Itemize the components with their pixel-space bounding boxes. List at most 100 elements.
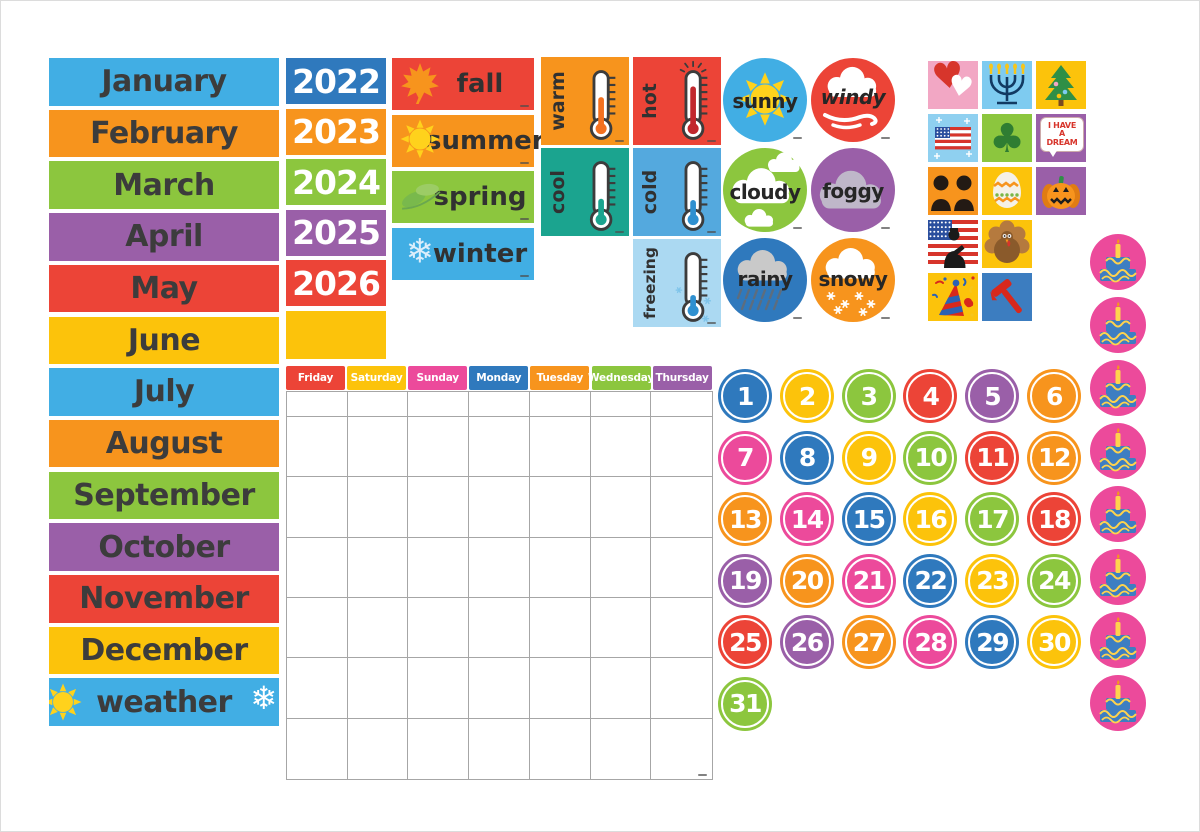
calendar-cell bbox=[347, 417, 409, 478]
weather-label: weather bbox=[96, 684, 232, 720]
halloween-pumpkin-icon bbox=[1042, 176, 1080, 209]
temperature-label-text: cold bbox=[639, 169, 661, 215]
thermometer-icon bbox=[589, 70, 616, 140]
date-number-16: 16 bbox=[903, 492, 958, 546]
year-strip-2023: 2023 bbox=[286, 108, 386, 155]
date-number-20: 20 bbox=[779, 553, 834, 608]
svg-text:♣: ♣ bbox=[989, 116, 1025, 162]
veterans-day-soldier-icon bbox=[928, 220, 978, 268]
year-blank-strip bbox=[286, 311, 386, 359]
month-strip-july: July bbox=[49, 368, 279, 416]
month-label: September bbox=[73, 477, 255, 513]
temperature-label: warm bbox=[543, 57, 573, 145]
date-number-18: 18 bbox=[1027, 492, 1081, 546]
birthday-cake-circle bbox=[1090, 549, 1146, 605]
weather-circle-label: cloudy bbox=[729, 180, 801, 204]
month-strip-april: April bbox=[49, 213, 279, 261]
date-number-24: 24 bbox=[1027, 553, 1081, 608]
calendar-cell bbox=[651, 477, 712, 538]
calendar-cell bbox=[529, 597, 591, 659]
season-label: winter bbox=[432, 238, 528, 269]
date-number-label: 19 bbox=[729, 566, 762, 595]
month-strip-january: January bbox=[49, 58, 279, 106]
date-number-label: 22 bbox=[914, 566, 947, 595]
calendar-cell bbox=[469, 392, 530, 417]
calendar-cell bbox=[347, 537, 409, 598]
dream-text-line: A bbox=[1059, 129, 1065, 139]
presidents-day-icon bbox=[931, 175, 974, 211]
heart-icon: ♥ bbox=[945, 68, 976, 105]
month-strip-december: December bbox=[49, 626, 279, 675]
veterans-day-soldier-icon bbox=[928, 220, 978, 268]
date-number-28: 28 bbox=[903, 615, 958, 669]
month-strip-june: June bbox=[49, 316, 279, 364]
date-number-label: 4 bbox=[922, 381, 939, 411]
date-number-label: 14 bbox=[790, 504, 824, 534]
calendar-cell bbox=[590, 477, 652, 538]
season-label: spring bbox=[433, 182, 527, 212]
mlk-dream-icon: I HAVE A DREAM bbox=[1036, 114, 1086, 162]
brand-mark bbox=[520, 161, 529, 164]
month-strip-may: May bbox=[49, 264, 279, 313]
calendar-cell bbox=[347, 718, 409, 779]
dream-text-line: DREAM bbox=[1046, 137, 1078, 147]
day-header-label: Wednesday bbox=[588, 372, 655, 384]
weather-circle-rainy: rainy bbox=[723, 238, 807, 322]
calendar-cell bbox=[651, 597, 712, 659]
calendar-cell bbox=[590, 392, 652, 417]
thermometer-icon bbox=[675, 252, 712, 322]
weather-circle-label: snowy bbox=[818, 267, 888, 291]
calendar-cell bbox=[651, 658, 712, 719]
date-number-label: 16 bbox=[914, 504, 947, 534]
birthday-cake-circle bbox=[1090, 423, 1146, 479]
date-number-label: 8 bbox=[798, 443, 816, 472]
calendar-cell bbox=[408, 477, 470, 538]
date-number-26: 26 bbox=[779, 615, 834, 669]
weather-circle-label: foggy bbox=[822, 179, 884, 203]
brand-mark bbox=[793, 137, 802, 139]
birthday-cake-circle bbox=[1090, 486, 1146, 542]
month-label: August bbox=[105, 426, 223, 462]
sun-icon bbox=[49, 683, 82, 721]
month-label: June bbox=[127, 322, 201, 358]
month-strip-november: November bbox=[49, 575, 279, 623]
date-number-label: 6 bbox=[1046, 381, 1063, 411]
date-number-3: 3 bbox=[841, 369, 896, 423]
independence-flag-icon bbox=[934, 117, 972, 159]
calendar-cell bbox=[287, 477, 348, 538]
day-header-tuesday: Tuesday bbox=[530, 366, 590, 390]
date-number-label: 12 bbox=[1038, 443, 1071, 472]
calendar-cell bbox=[287, 417, 348, 478]
snowflake-icon: ❄ bbox=[406, 231, 434, 270]
calendar-cell bbox=[287, 658, 348, 719]
thanksgiving-turkey-icon bbox=[984, 220, 1030, 263]
date-number-14: 14 bbox=[779, 492, 834, 546]
date-number-label: 10 bbox=[914, 443, 947, 472]
date-number-label: 11 bbox=[976, 443, 1009, 472]
date-number-8: 8 bbox=[779, 430, 834, 485]
brand-mark bbox=[520, 218, 529, 220]
thermometer-icon bbox=[589, 161, 616, 231]
calendar-cell bbox=[469, 477, 530, 538]
temperature-card-warm: warm bbox=[541, 57, 629, 145]
date-number-17: 17 bbox=[965, 492, 1020, 546]
brand-mark bbox=[881, 137, 890, 139]
leaves-icon bbox=[399, 173, 441, 221]
calendar-cell bbox=[408, 417, 470, 478]
wind-cloud-icon bbox=[823, 66, 878, 130]
day-header-label: Thursday bbox=[655, 372, 709, 384]
day-header-label: Sunday bbox=[416, 372, 459, 384]
date-number-21: 21 bbox=[841, 553, 896, 608]
season-card-fall: fall bbox=[392, 58, 534, 110]
birthday-cake-circle bbox=[1090, 675, 1146, 731]
brand-mark bbox=[615, 231, 624, 233]
month-strip-august: August bbox=[49, 419, 279, 468]
month-label: November bbox=[79, 581, 249, 617]
calendar-cell bbox=[287, 392, 348, 417]
date-number-12: 12 bbox=[1027, 430, 1081, 485]
sun-icon bbox=[399, 117, 441, 165]
svg-text:❄: ❄ bbox=[406, 231, 434, 270]
date-number-10: 10 bbox=[903, 430, 958, 485]
date-number-label: 26 bbox=[790, 627, 824, 657]
